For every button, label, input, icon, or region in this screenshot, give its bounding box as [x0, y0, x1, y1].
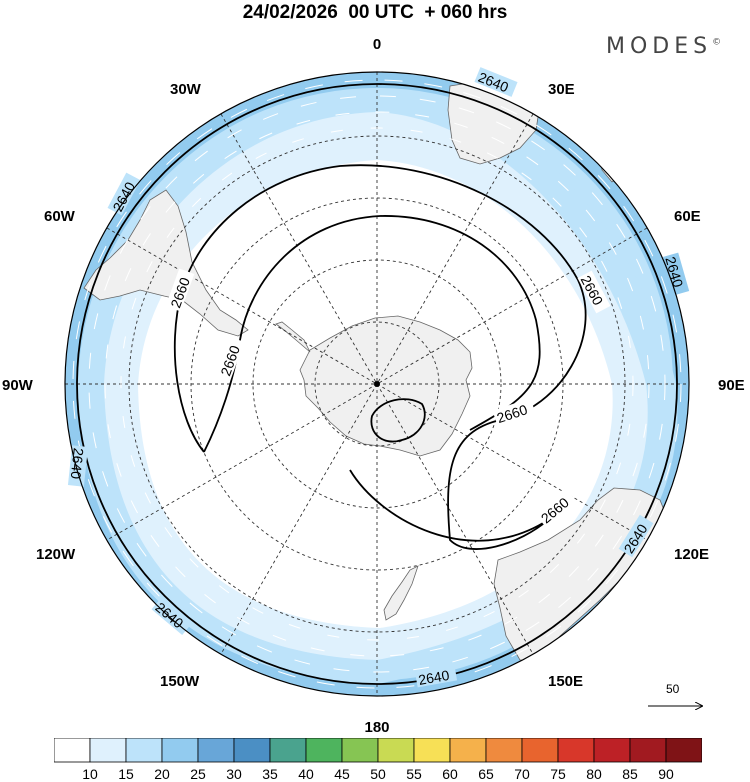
colorbar-boxes	[54, 738, 702, 763]
colorbar-tick-label: 15	[118, 766, 134, 782]
colorbar-box	[125, 738, 163, 763]
meridian	[106, 227, 648, 541]
lon-label-30e: 30E	[548, 81, 575, 98]
colorbar-tick-label: 30	[226, 766, 242, 782]
wind-streamline	[104, 111, 650, 657]
lon-label-30w: 30W	[170, 81, 202, 98]
new-zealand	[383, 565, 419, 621]
lon-label-150w: 150W	[160, 673, 200, 690]
colorbar-box	[341, 738, 379, 763]
colorbar-box	[557, 738, 595, 763]
wind-streamlines	[72, 79, 682, 689]
lon-label-180: 180	[364, 719, 389, 736]
colorbar-box	[197, 738, 235, 763]
colorbar-tick-label: 45	[334, 766, 350, 782]
lon-label-120e: 120E	[674, 546, 709, 563]
colorbar-box	[269, 738, 307, 763]
colorbar-tick-label: 60	[442, 766, 458, 782]
colorbar-tick-label: 50	[370, 766, 386, 782]
colorbar-tick-label: 55	[406, 766, 422, 782]
colorbar-box	[305, 738, 343, 763]
longitude-labels: 0 180 90W 90E 30W 30E 60W 60E 120W 120E …	[2, 36, 745, 736]
lon-label-150e: 150E	[548, 673, 583, 690]
meridian	[106, 227, 648, 541]
lon-label-60e: 60E	[674, 208, 701, 225]
colorbar-box	[233, 738, 271, 763]
land-masses	[83, 79, 669, 661]
lon-label-0: 0	[373, 36, 381, 53]
colorbar-box	[54, 738, 91, 763]
colorbar-tick-label: 85	[622, 766, 638, 782]
colorbar-box	[413, 738, 451, 763]
colorbar-tick-label: 70	[514, 766, 530, 782]
colorbar-tick-label: 25	[190, 766, 206, 782]
meridian	[220, 113, 534, 655]
wind-streamline	[72, 79, 682, 689]
colorbar-box	[593, 738, 631, 763]
colorbar-tick-label: 75	[550, 766, 566, 782]
colorbar-box	[161, 738, 199, 763]
colorbar-box	[665, 738, 702, 763]
reference-vector-label: 50	[666, 682, 680, 696]
lon-label-120w: 120W	[36, 546, 76, 563]
lon-label-60w: 60W	[44, 208, 76, 225]
colorbar-tick-label: 80	[586, 766, 602, 782]
wind-streamline	[120, 127, 634, 641]
colorbar-ticks: 10 15 20 25 30 35 40 45 50 55 60 65 70 75 80 85 90	[82, 766, 674, 782]
colorbar-box	[629, 738, 667, 763]
antarctic-peninsula	[275, 321, 311, 353]
antarctica	[299, 315, 473, 457]
colorbar-tick-label: 35	[262, 766, 278, 782]
colorbar-box	[449, 738, 487, 763]
colorbar-tick-label: 10	[82, 766, 98, 782]
polar-stereographic-map: 2640 2640 2640 2640 2640 2640 2640 2660 …	[2, 36, 745, 736]
map-frame	[64, 71, 690, 697]
contour-closed-low	[370, 398, 426, 443]
colorbar-tick-label: 40	[298, 766, 314, 782]
colorbar-box	[485, 738, 523, 763]
brand-logo: MODES©	[606, 34, 721, 59]
colorbar-tick-label: 90	[658, 766, 674, 782]
wind-streamline	[88, 95, 666, 673]
colorbar-box	[377, 738, 415, 763]
brand-name: MODES	[606, 34, 713, 59]
lon-label-90w: 90W	[2, 377, 34, 394]
south-pole-marker	[374, 381, 380, 387]
copyright-mark: ©	[712, 37, 722, 48]
colorbar-tick-label: 65	[478, 766, 494, 782]
meridian	[220, 113, 534, 655]
colorbar-tick-label: 20	[154, 766, 170, 782]
contour-outer	[76, 83, 678, 685]
contour-label: 2640	[417, 667, 451, 688]
colorbar-box	[89, 738, 127, 763]
contour-label: 2640	[68, 447, 87, 480]
colorbar-box	[521, 738, 559, 763]
lon-label-90e: 90E	[718, 377, 745, 394]
map-title: 24/02/2026 00 UTC + 060 hrs	[242, 2, 508, 23]
colorbar: 10 15 20 25 30 35 40 45 50 55 60 65 70 75 80 85 90	[54, 738, 702, 782]
